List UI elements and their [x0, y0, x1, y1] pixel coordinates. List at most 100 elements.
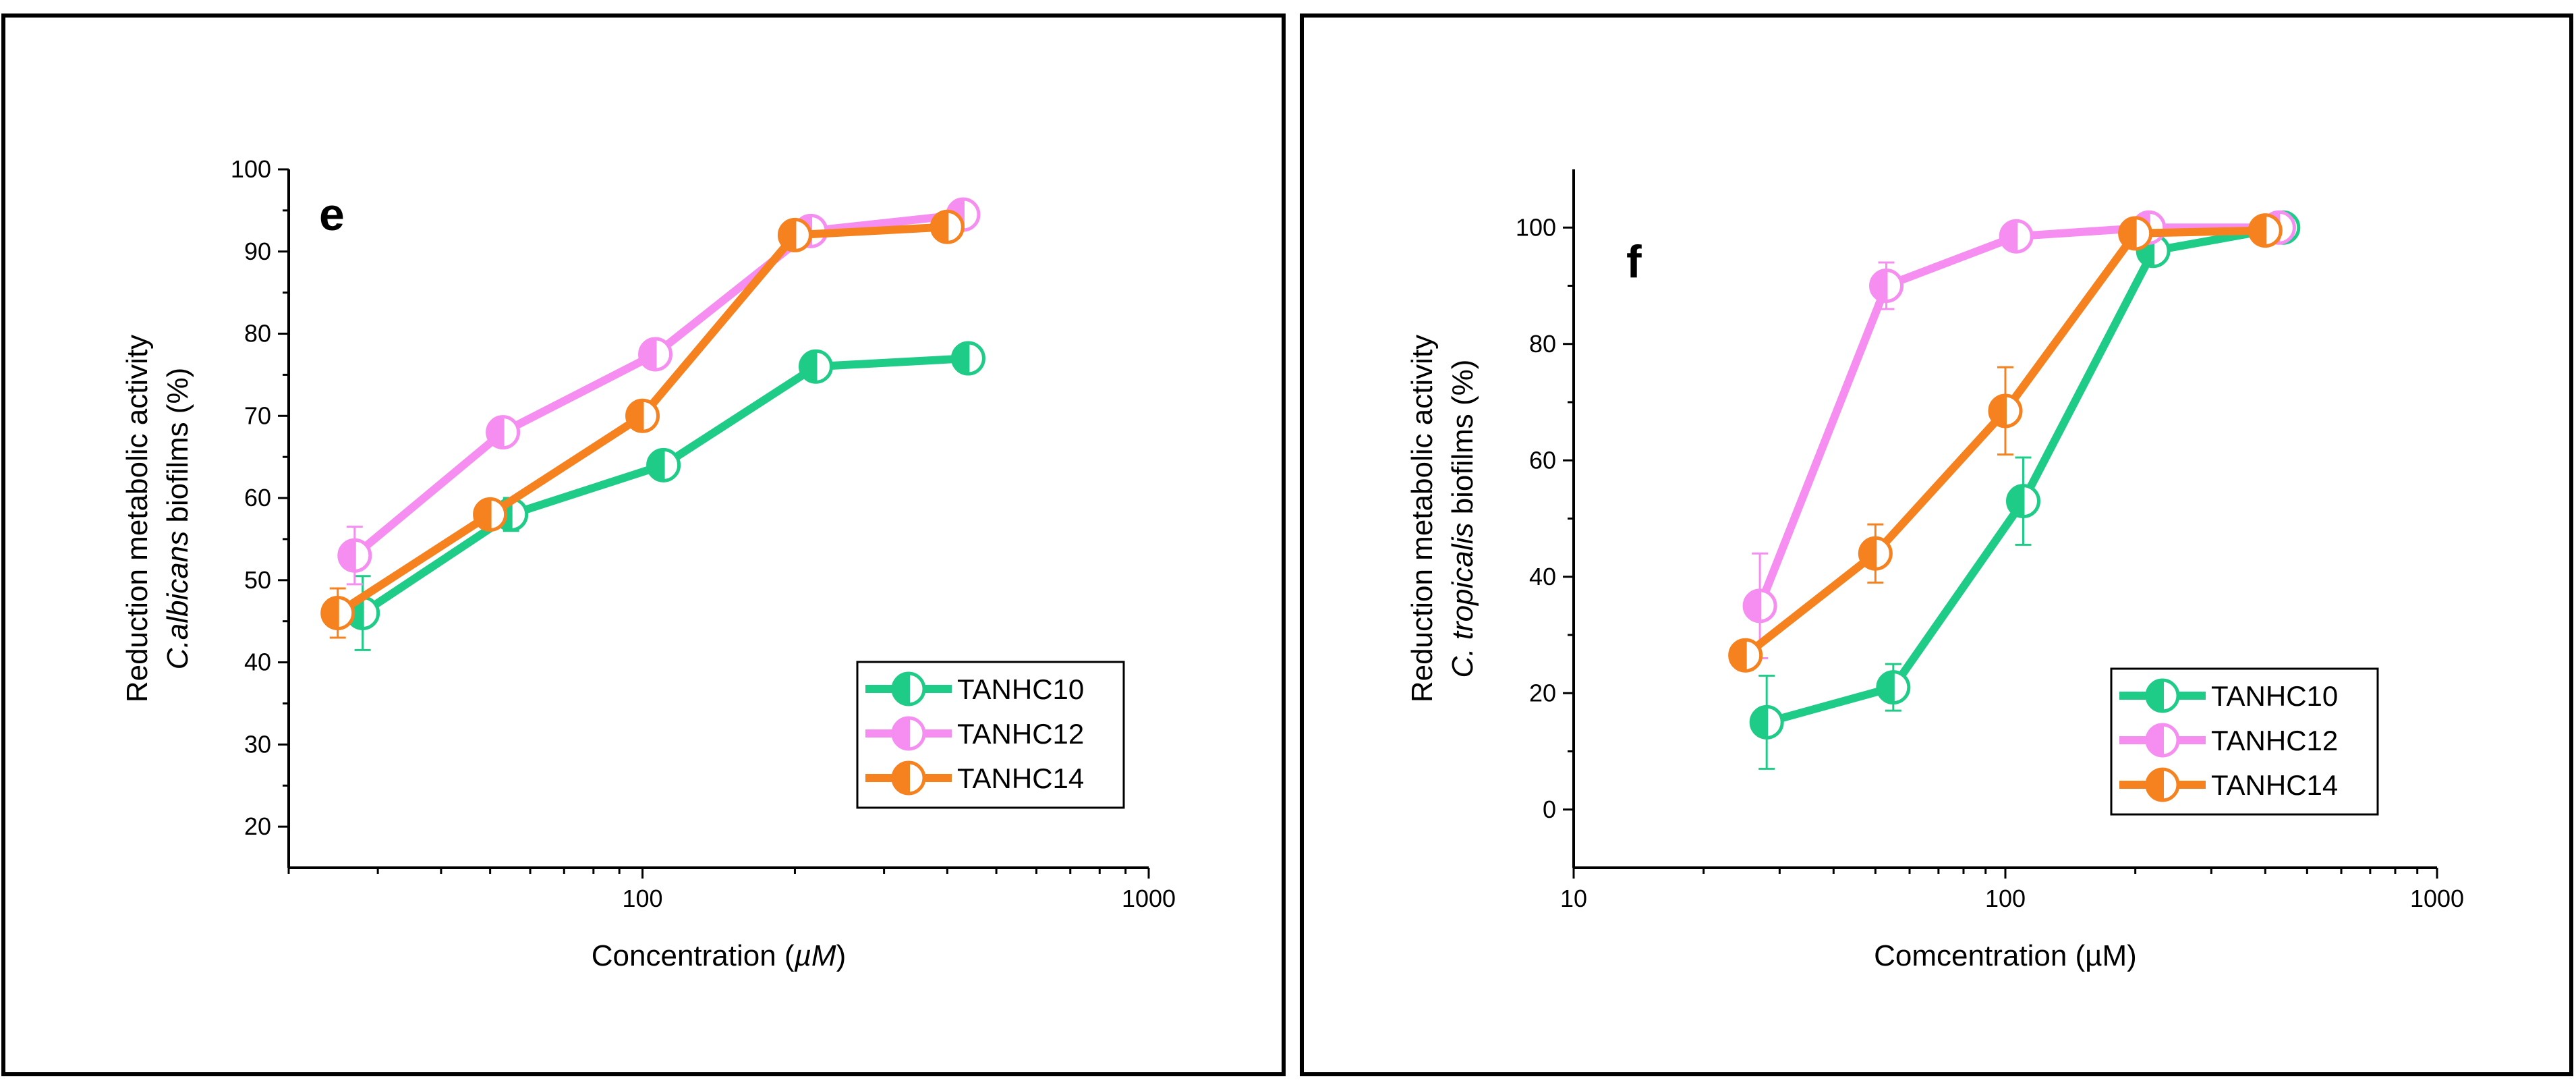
chart-e-series-tanhc12-point	[638, 337, 673, 372]
chart-f-ytick-label: 40	[1529, 563, 1556, 590]
chart-e-plot-area: 20 30 40 50 60 70 80 90 100 100 1000 Concentration …	[121, 155, 1176, 972]
chart-f-legend-item-tanhc10-label: TANHC10	[2211, 680, 2338, 712]
chart-e-legend-item-tanhc12-marker	[891, 716, 926, 751]
chart-e-legend: TANHC10 TANHC12 TANHC14	[856, 661, 1125, 809]
chart-f-series-tanhc14-point	[1728, 638, 1763, 673]
chart-e-series-tanhc14-point-half	[779, 219, 795, 251]
chart-e-series-tanhc14-point	[777, 217, 812, 252]
chart-f-ytick-label: 20	[1529, 679, 1556, 706]
chart-f-series-tanhc10-point-half	[2007, 485, 2024, 517]
chart-e-series-tanhc12-point-half	[639, 338, 656, 370]
chart-e-series-tanhc12-point-half	[339, 540, 355, 572]
chart-f-series-tanhc14-point	[1988, 393, 2023, 428]
chart-f-legend-item-tanhc10-marker	[2145, 678, 2180, 713]
chart-e-ylabel-species: C.albicans	[161, 531, 194, 669]
chart-f-series-tanhc12-point	[1869, 269, 1904, 303]
chart-f-xlabel: Comcentration (µM)	[1874, 939, 2137, 972]
chart-f-series-tanhc14-point-half	[1990, 395, 2005, 426]
chart-f-ylabel-line1: Reduction metabolic activity	[1406, 335, 1439, 702]
chart-f-xlabel-prefix: Comcentration (	[1874, 939, 2085, 972]
chart-e-series-tanhc10-point	[950, 341, 985, 376]
chart-e-ytick-label: 80	[244, 320, 271, 348]
chart-f-legend-item-tanhc12-marker	[2145, 723, 2180, 758]
chart-f-xtick-label: 100	[1985, 885, 2026, 912]
chart-e-legend-item-tanhc14-label: TANHC14	[957, 762, 1084, 794]
chart-e-series-tanhc10-point-half	[800, 351, 816, 383]
chart-f-xlabel-suffix: µM)	[2085, 939, 2137, 972]
chart-f-plot-area: 0 20 40 60 80 100 10 100 1000 Comcentration (µM) R…	[1406, 169, 2464, 972]
chart-f-series-tanhc10-point	[1749, 704, 1784, 740]
chart-e-series-tanhc10-point-half	[952, 343, 969, 374]
chart-e-ytick-label: 100	[231, 155, 271, 183]
chart-e-series-tanhc10-point	[799, 349, 834, 384]
chart-f-series-tanhc14-point	[2248, 213, 2283, 248]
chart-f-legend-item-tanhc10-marker-half	[2147, 680, 2163, 711]
chart-e-series-tanhc14-point-half	[627, 400, 643, 432]
chart-e-series-tanhc10-point	[646, 447, 681, 482]
chart-f-ytick-label: 80	[1529, 330, 1556, 358]
chart-e-ytick-label: 30	[244, 730, 271, 758]
chart-e-xtick-label: 1000	[1122, 885, 1176, 912]
chart-e-svg: e 20 30 40 50 60 70 80 90 100 100 1000 Concentratio…	[121, 155, 1176, 972]
chart-e-legend-item-tanhc10-marker-half	[893, 673, 909, 704]
chart-f-series-tanhc12-point-half	[1870, 270, 1887, 302]
chart-f-ytick-label: 0	[1543, 796, 1556, 823]
chart-f-legend: TANHC10 TANHC12 TANHC14	[2110, 667, 2379, 816]
chart-e-xlabel-unit: µM	[794, 939, 836, 972]
chart-e-series-tanhc12-point	[337, 538, 372, 573]
chart-e-legend-item-tanhc12-marker-half	[893, 718, 909, 749]
chart-f-series-tanhc12-point	[1742, 588, 1777, 623]
chart-e-ytick-label: 40	[244, 648, 271, 676]
chart-e-series-tanhc14-point	[929, 209, 965, 244]
chart-f-series-tanhc14-point	[1858, 536, 1893, 571]
chart-e-ylabel-line2: C.albicans biofilms (%)	[161, 368, 194, 669]
chart-e-legend-item-tanhc12-label: TANHC12	[957, 718, 1084, 750]
chart-f-series-tanhc10-line	[1765, 223, 2284, 727]
panel-label-f: f	[1626, 236, 1642, 287]
chart-e-legend-item-tanhc14-marker-half	[893, 762, 909, 794]
chart-e-series-tanhc14-point	[473, 497, 508, 532]
chart-e-series-tanhc12-point	[486, 415, 521, 450]
chart-panel-f: f 0 20 40 60 80 100 10 100 1000 Comcentration (µM…	[1300, 13, 2573, 1076]
chart-e-xlabel: Concentration (µM)	[592, 939, 847, 972]
chart-e-ytick-label: 60	[244, 484, 271, 511]
chart-e-series-tanhc14-point-half	[322, 597, 338, 629]
chart-f-series-tanhc10-point-half	[1751, 706, 1767, 738]
chart-f-series-tanhc14-point-half	[1729, 640, 1746, 671]
chart-e-xlabel-suffix: )	[836, 939, 847, 972]
panel-label-e: e	[319, 189, 345, 240]
chart-e-ytick-label: 20	[244, 812, 271, 840]
chart-f-series-tanhc12-point	[1999, 219, 2034, 254]
chart-f-legend-item-tanhc14-marker-half	[2147, 769, 2163, 800]
chart-f-series-tanhc10-point-half	[1877, 671, 1893, 703]
chart-e-xtick-label: 100	[623, 885, 663, 912]
chart-e-series-tanhc10-line	[360, 354, 969, 617]
chart-e-ytick-label: 70	[244, 401, 271, 429]
chart-e-series-tanhc10-point-half	[648, 449, 664, 481]
chart-e-legend-item-tanhc10-label: TANHC10	[957, 673, 1084, 705]
chart-f-series-tanhc10-point	[1876, 670, 1911, 705]
chart-f-xtick-label: 10	[1560, 885, 1587, 912]
chart-f-series-tanhc14	[1728, 213, 2283, 673]
chart-f-legend-item-tanhc14-label: TANHC14	[2211, 769, 2338, 801]
chart-e-series-tanhc14-point	[625, 398, 660, 433]
chart-f-ylabel-line2: C. tropicalis biofilms (%)	[1446, 360, 1479, 678]
chart-e-series-tanhc12-line	[351, 211, 964, 559]
chart-f-series-tanhc12-point-half	[2001, 221, 2017, 252]
chart-e-xlabel-prefix: Concentration (	[592, 939, 795, 972]
chart-f-xtick-label: 1000	[2410, 885, 2464, 912]
chart-e-series-tanhc14	[320, 209, 965, 639]
chart-f-ytick-label: 60	[1529, 446, 1556, 474]
chart-f-ylabel-species: C. tropicalis	[1446, 523, 1479, 678]
chart-e-series-tanhc14-point	[320, 596, 355, 631]
chart-f-series-tanhc14-point-half	[2250, 215, 2266, 246]
chart-f-svg: f 0 20 40 60 80 100 10 100 1000 Comcentration (µM…	[1406, 169, 2464, 972]
chart-e-ylabel-rest: biofilms (%)	[161, 368, 194, 531]
chart-panel-e: e 20 30 40 50 60 70 80 90 100 100 1000 Concentratio…	[1, 13, 1286, 1076]
chart-e-legend-item-tanhc14-marker	[891, 760, 926, 796]
chart-f-series-tanhc12-point-half	[1744, 590, 1761, 621]
chart-e-series-tanhc14-point-half	[932, 211, 948, 243]
chart-e-ytick-label: 90	[244, 238, 271, 265]
chart-f-series-tanhc14-point-half	[2119, 217, 2136, 249]
chart-f-series-tanhc10-point	[2005, 484, 2040, 519]
